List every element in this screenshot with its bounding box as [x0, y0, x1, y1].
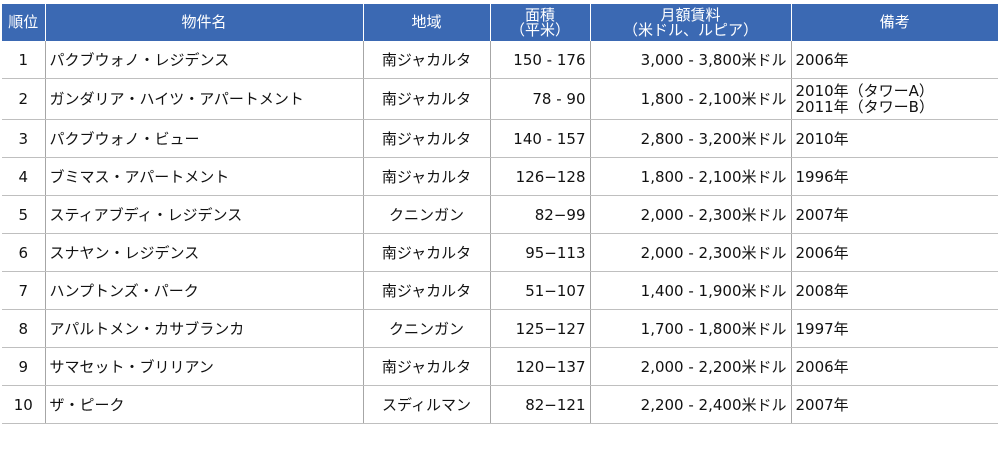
cell-region: スディルマン — [362, 385, 490, 424]
header-rent: 月額賃料 （米ドル、ルピア） — [589, 4, 792, 41]
cell-rank: 5 — [2, 195, 45, 234]
cell-region: 南ジャカルタ — [362, 41, 490, 79]
cell-region: クニンガン — [362, 309, 490, 348]
cell-name: パクブウォノ・ビュー — [44, 119, 363, 158]
cell-region: 南ジャカルタ — [362, 78, 490, 120]
cell-area: 82−99 — [489, 195, 590, 234]
cell-name: ブミマス・アパートメント — [44, 157, 363, 196]
table-row: 10 ザ・ピーク スディルマン 82−121 2,200 - 2,400米ドル … — [2, 385, 998, 424]
cell-name: サマセット・ブリリアン — [44, 347, 363, 386]
header-region: 地域 — [362, 4, 491, 41]
cell-rent: 1,800 - 2,100米ドル — [589, 78, 791, 120]
cell-rank: 2 — [2, 78, 45, 120]
cell-region: 南ジャカルタ — [362, 233, 490, 272]
cell-area: 126−128 — [489, 157, 590, 196]
header-rank: 順位 — [2, 4, 46, 41]
cell-rank: 6 — [2, 233, 45, 272]
cell-note: 2007年 — [790, 385, 998, 424]
cell-area: 120−137 — [489, 347, 590, 386]
cell-region: 南ジャカルタ — [362, 119, 490, 158]
cell-rent: 1,400 - 1,900米ドル — [589, 271, 791, 310]
cell-area: 125−127 — [489, 309, 590, 348]
cell-note-line: 2010年（タワーA） — [795, 82, 934, 100]
cell-name: アパルトメン・カサブランカ — [44, 309, 363, 348]
header-note: 備考 — [790, 4, 998, 41]
cell-note: 2006年 — [790, 347, 998, 386]
cell-rent: 2,000 - 2,300米ドル — [589, 233, 791, 272]
table-row: 7 ハンプトンズ・パーク 南ジャカルタ 51−107 1,400 - 1,900… — [2, 271, 998, 310]
cell-rent: 2,000 - 2,200米ドル — [589, 347, 791, 386]
cell-rank: 8 — [2, 309, 45, 348]
cell-note: 2007年 — [790, 195, 998, 234]
cell-rank: 10 — [2, 385, 45, 424]
table-row: 5 スティアブディ・レジデンス クニンガン 82−99 2,000 - 2,30… — [2, 195, 998, 234]
cell-region: 南ジャカルタ — [362, 157, 490, 196]
cell-rank: 3 — [2, 119, 45, 158]
cell-rent: 2,800 - 3,200米ドル — [589, 119, 791, 158]
cell-rank: 1 — [2, 41, 45, 79]
cell-area: 150 - 176 — [489, 41, 590, 79]
cell-rent: 3,000 - 3,800米ドル — [589, 41, 791, 79]
cell-note: 2006年 — [790, 233, 998, 272]
cell-name: ガンダリア・ハイツ・アパートメント — [44, 78, 363, 120]
cell-region: クニンガン — [362, 195, 490, 234]
cell-note: 1996年 — [790, 157, 998, 196]
cell-area: 82−121 — [489, 385, 590, 424]
table-row: 2 ガンダリア・ハイツ・アパートメント 南ジャカルタ 78 - 90 1,800… — [2, 78, 998, 120]
header-rent-unit: （米ドル、ルピア） — [622, 20, 758, 39]
table-row: 8 アパルトメン・カサブランカ クニンガン 125−127 1,700 - 1,… — [2, 309, 998, 348]
header-row: 順位 物件名 地域 面積 （平米） 月額賃料 （米ドル、ルピア） 備考 — [2, 4, 998, 41]
cell-name: ハンプトンズ・パーク — [44, 271, 363, 310]
header-area-unit: （平米） — [509, 20, 570, 39]
cell-rank: 9 — [2, 347, 45, 386]
cell-name: ザ・ピーク — [44, 385, 363, 424]
cell-rank: 4 — [2, 157, 45, 196]
cell-note: 2010年（タワーA） 2011年（タワーB） — [790, 78, 998, 120]
cell-region: 南ジャカルタ — [362, 347, 490, 386]
table-row: 3 パクブウォノ・ビュー 南ジャカルタ 140 - 157 2,800 - 3,… — [2, 119, 998, 158]
table-row: 6 スナヤン・レジデンス 南ジャカルタ 95−113 2,000 - 2,300… — [2, 233, 998, 272]
cell-rent: 2,000 - 2,300米ドル — [589, 195, 791, 234]
header-area-title: 面積 — [524, 5, 555, 24]
cell-area: 95−113 — [489, 233, 590, 272]
cell-rent: 1,800 - 2,100米ドル — [589, 157, 791, 196]
rental-ranking-table: 順位 物件名 地域 面積 （平米） 月額賃料 （米ドル、ルピア） 備考 1 パク… — [2, 4, 998, 424]
cell-name: スティアブディ・レジデンス — [44, 195, 363, 234]
cell-rent: 2,200 - 2,400米ドル — [589, 385, 791, 424]
cell-note-line: 2011年（タワーB） — [795, 98, 934, 116]
cell-rent: 1,700 - 1,800米ドル — [589, 309, 791, 348]
header-name: 物件名 — [44, 4, 364, 41]
table-row: 1 パクブウォノ・レジデンス 南ジャカルタ 150 - 176 3,000 - … — [2, 41, 998, 79]
table-row: 4 ブミマス・アパートメント 南ジャカルタ 126−128 1,800 - 2,… — [2, 157, 998, 196]
cell-note: 1997年 — [790, 309, 998, 348]
cell-area: 140 - 157 — [489, 119, 590, 158]
header-rent-title: 月額賃料 — [660, 5, 721, 24]
cell-rank: 7 — [2, 271, 45, 310]
header-area: 面積 （平米） — [489, 4, 591, 41]
cell-region: 南ジャカルタ — [362, 271, 490, 310]
cell-area: 78 - 90 — [489, 78, 590, 120]
cell-note: 2010年 — [790, 119, 998, 158]
cell-note: 2008年 — [790, 271, 998, 310]
cell-note: 2006年 — [790, 41, 998, 79]
cell-area: 51−107 — [489, 271, 590, 310]
cell-name: パクブウォノ・レジデンス — [44, 41, 363, 79]
cell-name: スナヤン・レジデンス — [44, 233, 363, 272]
table-row: 9 サマセット・ブリリアン 南ジャカルタ 120−137 2,000 - 2,2… — [2, 347, 998, 386]
